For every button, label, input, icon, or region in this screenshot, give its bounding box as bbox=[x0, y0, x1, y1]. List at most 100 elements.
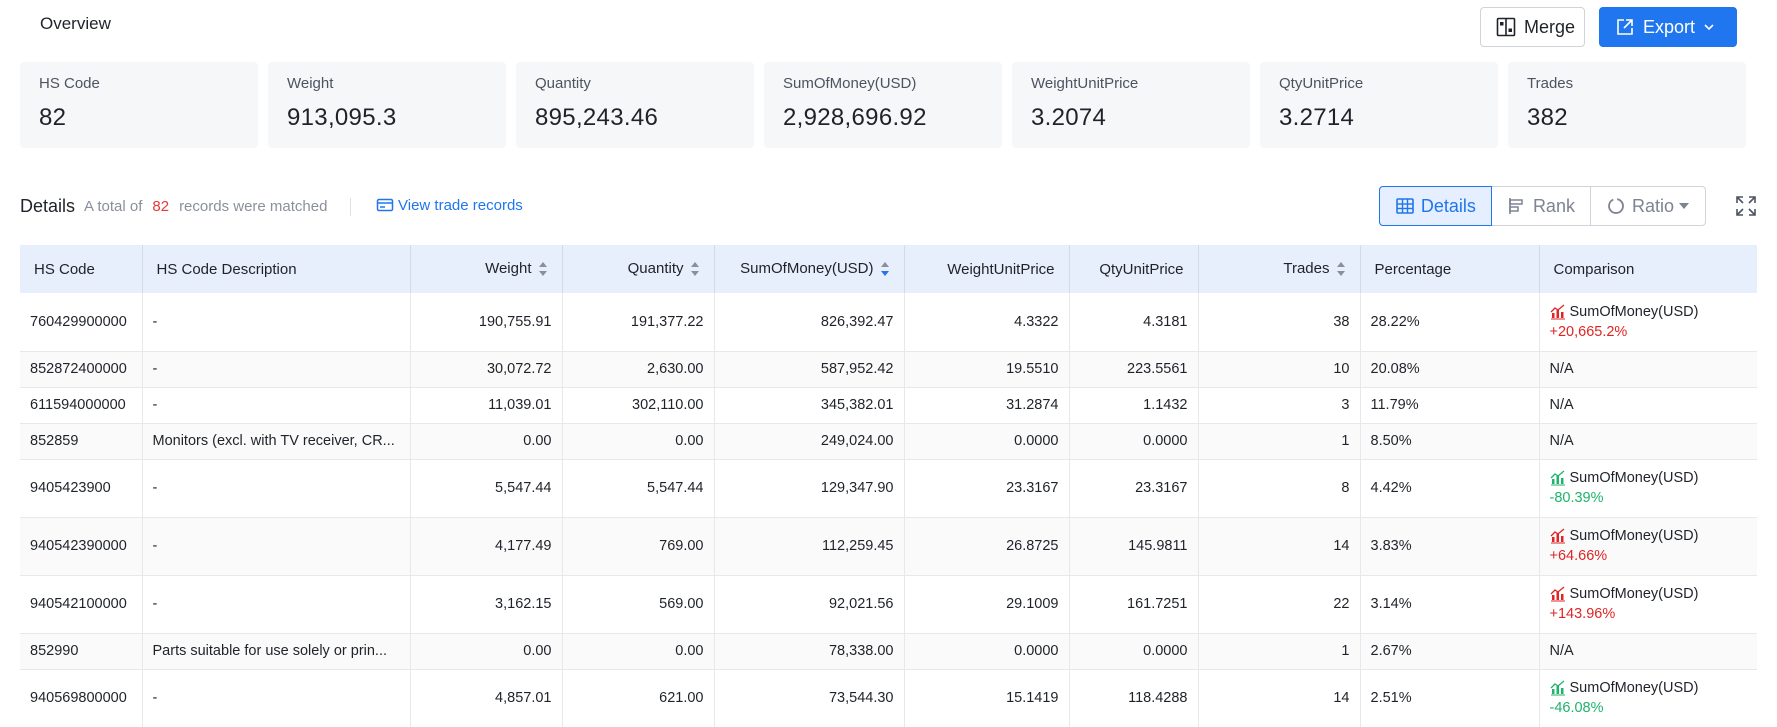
trend-chart-icon bbox=[1550, 586, 1566, 602]
top-bar: Overview Merge Export bbox=[20, 0, 1757, 52]
cell-weight: 3,162.15 bbox=[410, 575, 563, 634]
cell-quantity: 191,377.22 bbox=[562, 293, 715, 352]
details-title: Details bbox=[20, 196, 76, 216]
cell-hs-code: 760429900000 bbox=[20, 293, 143, 352]
trend-chart-icon bbox=[1550, 680, 1566, 696]
cell-weight-unit-price: 4.3322 bbox=[904, 293, 1070, 352]
export-label: Export bbox=[1643, 16, 1696, 37]
cell-quantity: 0.00 bbox=[562, 423, 715, 460]
tab-rank[interactable]: Rank bbox=[1492, 187, 1591, 225]
tab-ratio[interactable]: Ratio bbox=[1591, 187, 1705, 225]
cell-hs-code: 940542390000 bbox=[20, 517, 143, 576]
stat-label: Weight bbox=[287, 75, 334, 92]
cell-weight: 0.00 bbox=[410, 633, 563, 670]
cell-weight-unit-price: 19.5510 bbox=[904, 351, 1070, 388]
cell-sum: 345,382.01 bbox=[714, 387, 905, 424]
cell-qty-unit-price: 118.4288 bbox=[1069, 669, 1199, 727]
comparison-label: SumOfMoney(USD) bbox=[1569, 528, 1699, 544]
view-trade-records-link[interactable]: View trade records bbox=[376, 196, 523, 214]
sort-icon[interactable] bbox=[1336, 261, 1346, 277]
caret-down-icon bbox=[1678, 200, 1690, 212]
cell-description: - bbox=[142, 387, 411, 424]
comparison-value: +143.96% bbox=[1549, 606, 1616, 622]
cell-sum: 826,392.47 bbox=[714, 293, 905, 352]
comparison-na: N/A bbox=[1549, 361, 1574, 377]
comparison-label: SumOfMoney(USD) bbox=[1569, 303, 1699, 320]
cell-trades: 38 bbox=[1198, 293, 1361, 352]
cell-sum: 129,347.90 bbox=[714, 459, 905, 518]
cell-percentage: 8.50% bbox=[1360, 423, 1540, 460]
cell-description: - bbox=[142, 459, 411, 518]
cell-hs-code: 852872400000 bbox=[20, 351, 143, 388]
stat-value: 895,243.46 bbox=[535, 104, 659, 131]
col-qty-unit-price: QtyUnitPrice bbox=[1069, 245, 1199, 293]
comparison-label: SumOfMoney(USD) bbox=[1569, 586, 1699, 602]
table-header: HS Code HS Code Description Weight Quant… bbox=[20, 245, 1757, 293]
export-button[interactable]: Export bbox=[1599, 7, 1737, 47]
col-weight[interactable]: Weight bbox=[410, 245, 563, 293]
cell-comparison: SumOfMoney(USD) +64.66% bbox=[1539, 517, 1757, 576]
comparison-metric: SumOfMoney(USD) bbox=[1550, 304, 1748, 320]
cell-percentage: 3.83% bbox=[1360, 517, 1540, 576]
cell-comparison: N/A bbox=[1539, 351, 1757, 388]
cell-description: Monitors (excl. with TV receiver, CR... bbox=[142, 423, 411, 460]
comparison-value: -46.08% bbox=[1549, 700, 1604, 716]
cell-qty-unit-price: 223.5561 bbox=[1069, 351, 1199, 388]
cell-weight: 4,177.49 bbox=[410, 517, 563, 576]
stat-card-weight: Weight 913,095.3 bbox=[268, 62, 506, 148]
sort-icon[interactable] bbox=[538, 261, 548, 277]
cell-weight: 5,547.44 bbox=[410, 459, 563, 518]
cell-weight: 4,857.01 bbox=[410, 669, 563, 727]
cell-qty-unit-price: 0.0000 bbox=[1069, 633, 1199, 670]
cell-sum: 78,338.00 bbox=[714, 633, 905, 670]
cell-weight-unit-price: 26.8725 bbox=[904, 517, 1070, 576]
comparison-value: -80.39% bbox=[1549, 490, 1604, 506]
col-quantity[interactable]: Quantity bbox=[562, 245, 715, 293]
cell-weight-unit-price: 23.3167 bbox=[904, 459, 1070, 518]
stat-value: 382 bbox=[1527, 104, 1568, 131]
view-records-label: View trade records bbox=[398, 196, 523, 214]
cell-hs-code: 9405423900 bbox=[20, 459, 143, 518]
tab-rank-label: Rank bbox=[1532, 195, 1575, 216]
table-icon bbox=[1395, 196, 1415, 216]
tab-ratio-label: Ratio bbox=[1631, 195, 1674, 216]
stat-card-trades: Trades 382 bbox=[1508, 62, 1746, 148]
col-description: HS Code Description bbox=[142, 245, 411, 293]
trend-chart-icon bbox=[1550, 470, 1566, 486]
stat-card-sum: SumOfMoney(USD) 2,928,696.92 bbox=[764, 62, 1002, 148]
stat-label: Trades bbox=[1527, 75, 1574, 92]
page-title: Overview bbox=[40, 14, 111, 33]
cell-comparison: SumOfMoney(USD) -46.08% bbox=[1539, 669, 1757, 727]
comparison-metric: SumOfMoney(USD) bbox=[1550, 470, 1748, 486]
cell-trades: 14 bbox=[1198, 517, 1361, 576]
cell-qty-unit-price: 4.3181 bbox=[1069, 293, 1199, 352]
table-row: 9405423900-5,547.44 5,547.44 129,347.90 23.… bbox=[20, 459, 1757, 518]
stat-value: 3.2074 bbox=[1031, 104, 1107, 131]
col-comparison: Comparison bbox=[1539, 245, 1757, 293]
table-row: 940569800000-4,857.01 621.00 73,544.30 15.1… bbox=[20, 669, 1757, 727]
col-trades[interactable]: Trades bbox=[1198, 245, 1361, 293]
col-trades-label: Trades bbox=[1283, 260, 1330, 278]
sort-icon[interactable] bbox=[690, 261, 700, 277]
cell-weight-unit-price: 31.2874 bbox=[904, 387, 1070, 424]
fullscreen-icon[interactable] bbox=[1735, 195, 1757, 217]
cell-quantity: 0.00 bbox=[562, 633, 715, 670]
cell-trades: 3 bbox=[1198, 387, 1361, 424]
comparison-metric: SumOfMoney(USD) bbox=[1550, 528, 1748, 544]
stat-cards: HS Code 82 Weight 913,095.3 Quantity 895… bbox=[20, 62, 1746, 148]
cell-weight: 190,755.91 bbox=[410, 293, 563, 352]
table-row: 940542100000-3,162.15 569.00 92,021.56 29.1… bbox=[20, 575, 1757, 634]
cell-percentage: 28.22% bbox=[1360, 293, 1540, 352]
tab-details[interactable]: Details bbox=[1378, 186, 1492, 226]
comparison-value: +64.66% bbox=[1549, 548, 1608, 564]
merge-button[interactable]: Merge bbox=[1480, 7, 1585, 47]
sort-desc-icon[interactable] bbox=[880, 261, 890, 277]
col-sum[interactable]: SumOfMoney(USD) bbox=[714, 245, 905, 293]
comparison-metric: SumOfMoney(USD) bbox=[1550, 586, 1748, 602]
table-row: 611594000000-11,039.01 302,110.00 345,382.… bbox=[20, 387, 1757, 424]
export-icon bbox=[1615, 17, 1635, 37]
table-row: 760429900000-190,755.91 191,377.22 826,392… bbox=[20, 293, 1757, 352]
cell-weight-unit-price: 29.1009 bbox=[904, 575, 1070, 634]
top-actions: Merge Export bbox=[1480, 7, 1737, 47]
